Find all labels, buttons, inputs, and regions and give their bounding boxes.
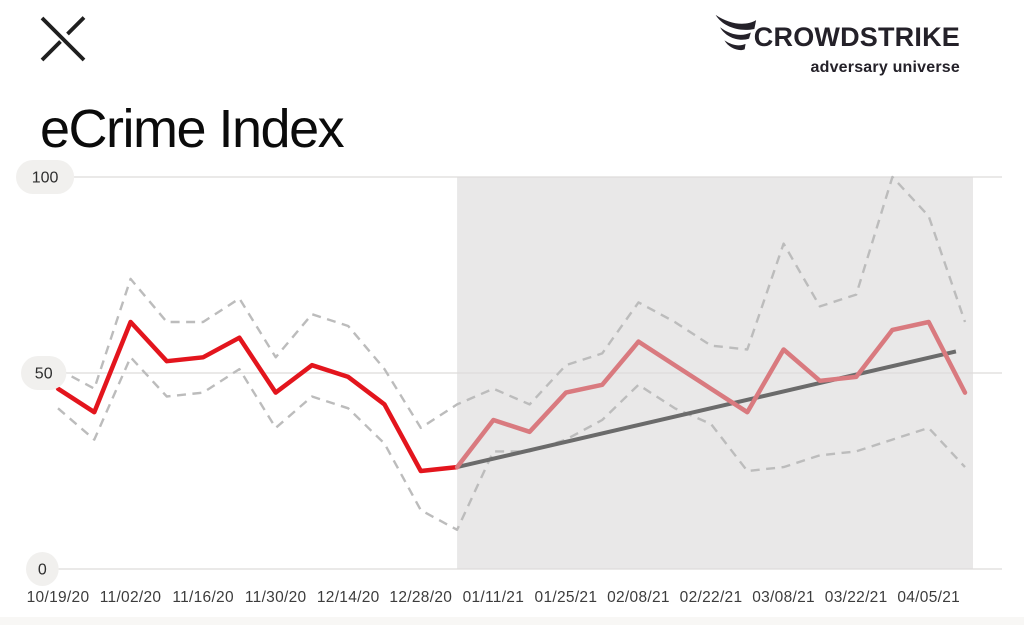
x-axis-label: 10/19/20 [27,589,90,606]
x-axis-label: 11/16/20 [172,589,234,606]
x-axis-label: 01/11/21 [463,589,525,606]
brand-tagline: adversary universe [810,59,960,76]
y-tick-label-0: 0 [38,562,47,579]
y-tick-label-100: 100 [32,170,59,187]
footer-strip [0,617,1024,625]
close-icon [40,16,86,62]
falcon-wing-icon [715,14,756,51]
x-axis-label: 12/14/20 [317,589,380,606]
confidence-upper-bound-line [57,175,967,430]
x-axis-label: 12/28/20 [389,589,452,606]
y-tick-badge-0 [26,552,59,586]
brand-wordmark: CROWDSTRIKE [753,21,960,52]
x-axis-label: 02/22/21 [680,589,743,606]
y-tick-badge-100 [16,160,75,194]
y-tick-badge-50 [21,356,67,390]
x-axis-label: 04/05/21 [897,589,960,606]
x-axis-label: 02/08/21 [607,589,670,606]
x-axis-label: 01/25/21 [535,589,598,606]
close-button[interactable] [38,13,88,63]
x-axis-label: 03/22/21 [825,589,888,606]
page-title: eCrime Index [40,99,345,159]
x-axis-label: 11/02/20 [100,589,162,606]
ecrime-index-actual-line [55,319,460,474]
crowdstrike-logo: CROWDSTRIKE adversary universe [712,14,960,76]
x-axis-label: 03/08/21 [752,589,815,606]
y-tick-label-50: 50 [35,366,53,383]
confidence-lower-bound-line [57,356,966,531]
x-axis-label: 11/30/20 [245,589,307,606]
forecast-trend-line [456,349,957,470]
ecrime-index-forecast-line [454,319,968,470]
